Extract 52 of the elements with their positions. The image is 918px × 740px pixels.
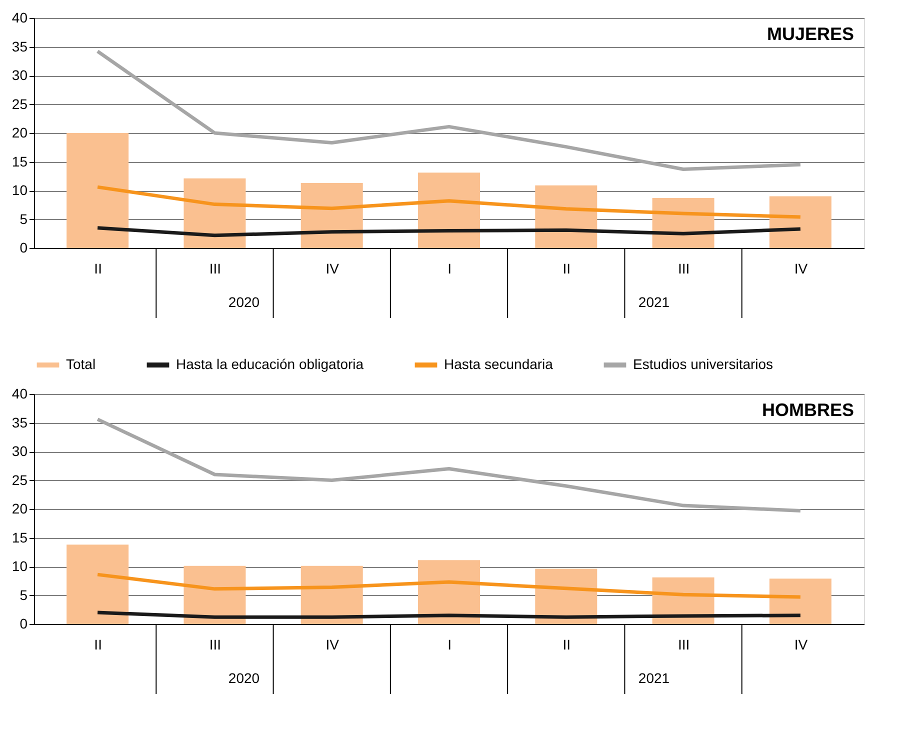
x-tick-label: II [562,260,571,276]
y-tick-label: 15 [12,529,28,546]
bar [769,578,832,624]
x-tick-label: III [209,636,222,652]
legend-label: Total [66,356,96,372]
x-tick-label: II [94,260,102,276]
bar [66,133,129,248]
x-tick-label: IV [794,260,808,276]
bar [769,196,832,248]
line-series [96,50,802,171]
line-series [96,226,802,238]
bar [418,172,480,248]
chart-title: HOMBRES [762,400,854,420]
x-tick-label: I [448,636,452,652]
chart-title: MUJERES [766,24,854,44]
line-series [96,185,802,219]
legend-label: Hasta la educación obligatoria [176,356,364,372]
x-tick-label: III [209,260,222,276]
y-tick-label: 0 [20,240,28,256]
legend-label: Hasta secundaria [444,356,554,372]
y-tick-label: 35 [12,38,28,54]
y-tick-label: 20 [12,124,28,140]
y-tick-label: 40 [12,10,28,26]
y-tick-label: 25 [12,472,28,488]
text: 2020 [228,294,260,310]
y-tick-label: 20 [12,500,28,516]
x-tick-label: II [94,636,102,652]
text: 2020 [228,670,260,686]
y-tick-label: 10 [12,182,28,198]
y-tick-label: 35 [12,414,28,430]
text: 2021 [638,294,670,310]
line-series [96,572,802,599]
y-tick-label: 40 [12,386,28,402]
text: 2021 [638,670,670,686]
x-tick-label: IV [326,260,340,276]
y-tick-label: 30 [12,443,28,459]
x-tick-label: IV [326,636,340,652]
y-tick-label: 25 [12,96,28,112]
y-tick-label: 30 [12,67,28,83]
x-tick-label: II [562,636,571,652]
x-tick-label: I [448,260,452,276]
y-tick-label: 10 [12,558,28,574]
bar [66,544,129,624]
y-tick-label: 15 [12,153,28,170]
legend-label: Estudios universitarios [633,356,774,372]
y-tick-label: 0 [20,616,28,632]
line-series [96,418,802,512]
y-tick-label: 5 [20,210,28,227]
y-tick-label: 5 [20,586,28,603]
x-tick-label: III [678,636,690,652]
x-tick-label: III [678,260,690,276]
x-tick-label: IV [794,636,808,652]
